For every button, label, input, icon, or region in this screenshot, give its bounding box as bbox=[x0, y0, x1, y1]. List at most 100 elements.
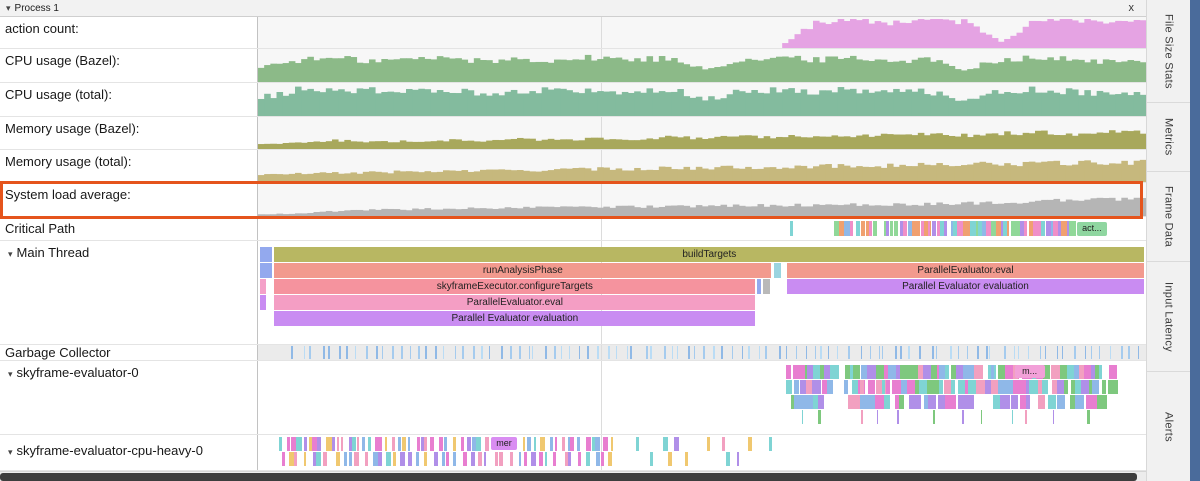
event-tick[interactable] bbox=[400, 452, 405, 466]
event-tick[interactable] bbox=[676, 346, 679, 359]
event-tick[interactable] bbox=[868, 395, 877, 409]
event-tick[interactable] bbox=[991, 380, 998, 394]
event-tick[interactable] bbox=[384, 437, 388, 451]
event-tick[interactable] bbox=[1025, 395, 1031, 409]
event-tick[interactable] bbox=[939, 365, 946, 379]
event-tick[interactable] bbox=[822, 380, 828, 394]
event-tick[interactable] bbox=[945, 365, 949, 379]
event-tick[interactable] bbox=[527, 437, 532, 451]
event-tick[interactable] bbox=[940, 221, 946, 236]
event-tick[interactable] bbox=[538, 452, 544, 466]
chart-system-load[interactable] bbox=[258, 183, 1146, 216]
event-tick[interactable] bbox=[758, 346, 760, 359]
event-tick[interactable] bbox=[435, 346, 438, 359]
event-tick[interactable] bbox=[328, 346, 330, 359]
event-tick[interactable] bbox=[1091, 380, 1100, 394]
event-tick[interactable] bbox=[645, 346, 648, 359]
event-tick[interactable] bbox=[332, 437, 335, 451]
event-tick[interactable] bbox=[494, 452, 499, 466]
event-tick[interactable] bbox=[1097, 395, 1107, 409]
event-tick[interactable] bbox=[429, 437, 435, 451]
event-tick[interactable] bbox=[312, 452, 318, 466]
collapse-icon[interactable]: ▾ bbox=[6, 2, 11, 13]
event-tick[interactable] bbox=[1069, 221, 1077, 236]
event-tick[interactable] bbox=[818, 395, 824, 409]
event-tick[interactable] bbox=[1038, 395, 1046, 409]
event-tick[interactable] bbox=[348, 437, 352, 451]
event-tick[interactable] bbox=[1000, 395, 1010, 409]
event-tick[interactable] bbox=[368, 437, 371, 451]
event-tick[interactable] bbox=[975, 380, 988, 394]
event-tick[interactable] bbox=[937, 221, 941, 236]
event-tick[interactable] bbox=[1044, 346, 1046, 359]
event-tick[interactable] bbox=[919, 346, 921, 359]
event-tick[interactable] bbox=[296, 437, 302, 451]
event-tick[interactable] bbox=[483, 452, 486, 466]
event-tick[interactable] bbox=[415, 452, 419, 466]
event-tick[interactable] bbox=[552, 452, 557, 466]
tab-frame-data[interactable]: Frame Data bbox=[1147, 172, 1190, 262]
event-tick[interactable] bbox=[900, 380, 911, 394]
event-tick[interactable] bbox=[950, 380, 956, 394]
event-tick[interactable] bbox=[747, 346, 750, 359]
tab-alerts[interactable]: Alerts bbox=[1147, 372, 1190, 481]
event-tick[interactable] bbox=[871, 365, 881, 379]
flame-span[interactable]: Parallel Evaluator evaluation bbox=[274, 311, 756, 326]
event-tick[interactable] bbox=[472, 437, 478, 451]
event-tick[interactable] bbox=[1002, 221, 1008, 236]
event-tick[interactable] bbox=[907, 365, 918, 379]
event-tick[interactable] bbox=[813, 395, 824, 409]
event-tick[interactable] bbox=[1137, 346, 1140, 359]
event-tick[interactable] bbox=[322, 346, 325, 359]
event-tick[interactable] bbox=[929, 380, 941, 394]
event-tick[interactable] bbox=[884, 395, 891, 409]
event-tick[interactable] bbox=[951, 365, 959, 379]
span-label-box[interactable]: act... bbox=[1076, 222, 1107, 236]
label-cpu-total[interactable]: CPU usage (total): bbox=[0, 83, 258, 116]
event-tick[interactable] bbox=[791, 395, 797, 409]
event-tick[interactable] bbox=[326, 437, 332, 451]
event-tick[interactable] bbox=[586, 452, 591, 466]
event-tick[interactable] bbox=[444, 437, 448, 451]
event-tick[interactable] bbox=[304, 346, 306, 359]
event-tick[interactable] bbox=[1016, 221, 1021, 236]
event-tick[interactable] bbox=[402, 437, 406, 451]
chart-skyframe-evaluator-cpu-heavy-0[interactable]: mer bbox=[258, 435, 1146, 470]
event-tick[interactable] bbox=[475, 437, 482, 451]
event-tick[interactable] bbox=[962, 221, 969, 236]
event-tick[interactable] bbox=[600, 452, 605, 466]
flame-span[interactable] bbox=[259, 279, 266, 294]
event-tick[interactable] bbox=[398, 437, 401, 451]
event-tick[interactable] bbox=[875, 395, 885, 409]
event-tick[interactable] bbox=[991, 221, 997, 236]
event-tick[interactable] bbox=[442, 452, 445, 466]
event-tick[interactable] bbox=[867, 380, 876, 394]
event-tick[interactable] bbox=[899, 395, 904, 409]
event-tick[interactable] bbox=[1041, 380, 1048, 394]
event-tick[interactable] bbox=[779, 346, 781, 359]
event-tick[interactable] bbox=[957, 346, 960, 359]
event-tick[interactable] bbox=[819, 346, 822, 359]
event-tick[interactable] bbox=[1039, 346, 1042, 359]
label-memory-bazel[interactable]: Memory usage (Bazel): bbox=[0, 117, 258, 149]
event-tick[interactable] bbox=[1066, 365, 1076, 379]
event-tick[interactable] bbox=[918, 380, 928, 394]
event-tick[interactable] bbox=[908, 346, 910, 359]
event-tick[interactable] bbox=[470, 452, 475, 466]
event-tick[interactable] bbox=[844, 221, 850, 236]
event-tick[interactable] bbox=[1075, 395, 1085, 409]
event-tick[interactable] bbox=[980, 410, 982, 424]
event-tick[interactable] bbox=[881, 346, 884, 359]
event-tick[interactable] bbox=[917, 221, 920, 236]
flame-span[interactable] bbox=[757, 279, 761, 294]
event-tick[interactable] bbox=[1036, 221, 1043, 236]
event-tick[interactable] bbox=[977, 221, 983, 236]
event-tick[interactable] bbox=[838, 221, 845, 236]
event-tick[interactable] bbox=[796, 346, 798, 359]
event-tick[interactable] bbox=[731, 346, 734, 359]
event-tick[interactable] bbox=[1070, 380, 1080, 394]
event-tick[interactable] bbox=[927, 395, 937, 409]
event-tick[interactable] bbox=[518, 452, 522, 466]
event-tick[interactable] bbox=[1010, 221, 1016, 236]
event-tick[interactable] bbox=[1079, 365, 1088, 379]
